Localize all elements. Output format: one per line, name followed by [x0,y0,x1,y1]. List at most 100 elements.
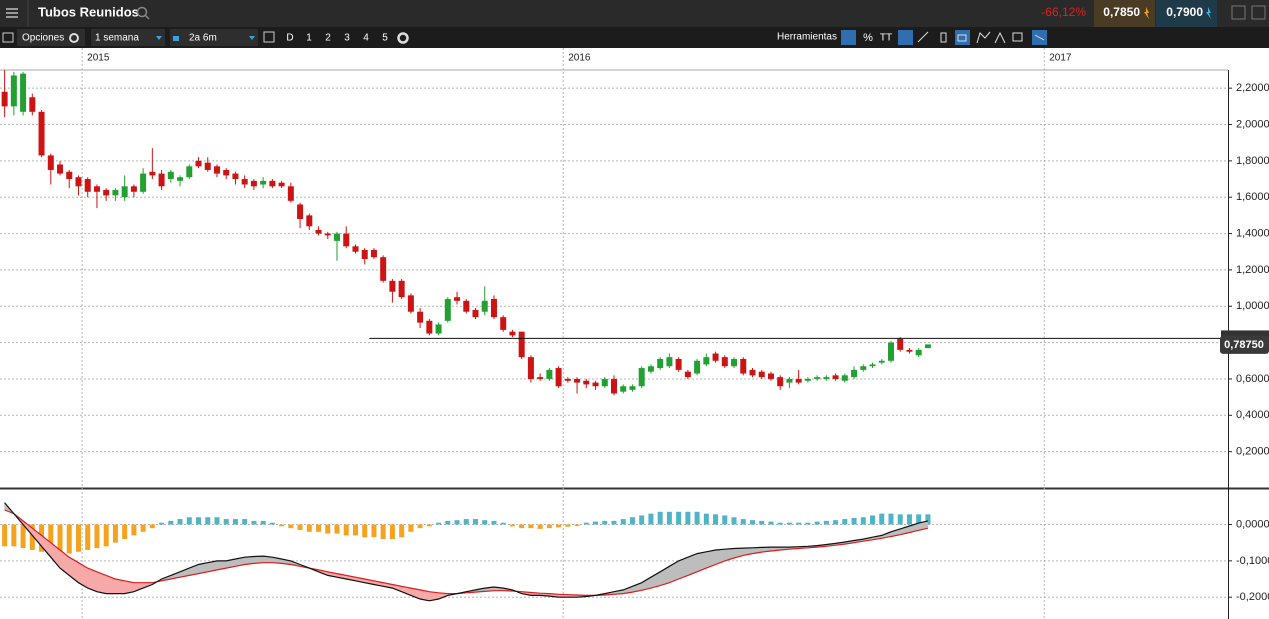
histogram-bar [805,522,811,525]
period-button[interactable]: 2 [325,33,331,44]
macd-fill [115,578,125,594]
histogram-bar [20,524,26,549]
histogram-bar [823,520,829,525]
histogram-bar [57,524,63,554]
histogram-bar [666,511,672,525]
period-button[interactable]: 3 [344,33,350,44]
menu-icon[interactable] [6,8,18,18]
histogram-bar [362,524,368,538]
candle-body [878,360,885,363]
histogram-bar [851,517,857,525]
candle-body [140,173,147,192]
candle-body [915,349,922,356]
tool-button[interactable] [841,30,856,45]
interval-dropdown[interactable] [91,29,165,46]
calendar-icon[interactable] [263,31,275,43]
candle-body [703,357,710,365]
bid-price: 0,7850 [1103,5,1140,19]
candle-body [574,378,581,383]
popout-button[interactable] [1231,5,1246,20]
candle-body [694,360,701,374]
candle-body [712,353,719,361]
ask-box[interactable] [1156,0,1217,27]
search-icon[interactable] [136,6,150,20]
list-icon[interactable] [2,32,14,43]
histogram-bar [168,520,174,525]
candle-body [592,382,599,387]
y-tick-label: 0,4000 [1236,409,1269,421]
histogram-bar [48,524,54,554]
y-tick-label: 1,6000 [1236,191,1269,203]
histogram-bar [445,520,451,525]
x-tick-label: 2016 [568,53,591,64]
histogram-bar [749,520,755,525]
histogram-bar [565,524,571,527]
candle-body [204,162,211,170]
candle-body [555,368,562,387]
candle-body [324,233,331,236]
histogram-bar [759,520,765,525]
dropdown-caret [249,36,255,40]
candle-body [583,380,590,385]
histogram-bar [925,514,931,525]
candle-body [223,169,230,176]
histogram-bar [916,514,922,525]
candle-body [250,180,257,187]
histogram-bar [556,524,562,528]
close-button[interactable] [1251,5,1266,20]
histogram-bar [85,524,91,550]
period-button[interactable]: 4 [363,33,369,44]
histogram-bar [657,511,663,525]
candle-body [269,180,276,187]
candle-body [490,298,497,318]
histogram-bar [269,522,275,525]
candle-body [887,342,894,361]
histogram-bar [620,519,626,525]
candle-body [620,386,627,392]
candle-body [167,171,174,180]
grid-tool[interactable] [898,30,913,45]
histogram-bar [352,524,358,536]
histogram-bar [389,524,395,540]
histogram-bar [325,524,331,534]
histogram-bar [786,522,792,525]
candle-body [370,249,377,258]
candle-body [47,155,54,170]
candle-body [481,300,488,312]
histogram-bar [713,514,719,525]
candle-body [924,344,931,349]
candle-body [232,173,239,180]
percent-tool[interactable]: % [863,32,873,44]
options-button[interactable] [17,29,85,46]
ask-arrow [1206,7,1211,19]
histogram-bar [491,520,497,525]
period-button[interactable]: 5 [382,33,388,44]
last-price-box [1220,335,1269,354]
period-button[interactable]: D [286,33,293,44]
candle-body [629,386,636,390]
lock-icon [173,36,179,41]
y-tick-label: 1,0000 [1236,300,1269,312]
histogram-bar [334,524,340,534]
text-tool[interactable]: TT [880,33,892,44]
instrument-title: Tubos Reunidos [38,4,139,19]
period-button[interactable]: 1 [306,33,312,44]
candle-body [66,171,73,180]
candle-body [306,215,313,227]
chart-area [0,48,1269,619]
histogram-bar [140,524,146,532]
y-tick-label: -0,1000 [1236,555,1269,567]
settings-icon[interactable] [397,32,409,44]
histogram-bar [2,524,8,547]
histogram-bar [879,513,885,525]
candle-body [158,173,165,187]
histogram-bar [722,515,728,525]
candle-body [509,331,516,336]
histogram-bar [122,524,128,540]
histogram-bar [288,524,294,529]
range-dropdown[interactable] [170,29,258,46]
bid-box[interactable] [1094,0,1155,27]
candle-body [795,378,802,383]
histogram-bar [768,521,774,525]
candle-body [647,366,654,372]
